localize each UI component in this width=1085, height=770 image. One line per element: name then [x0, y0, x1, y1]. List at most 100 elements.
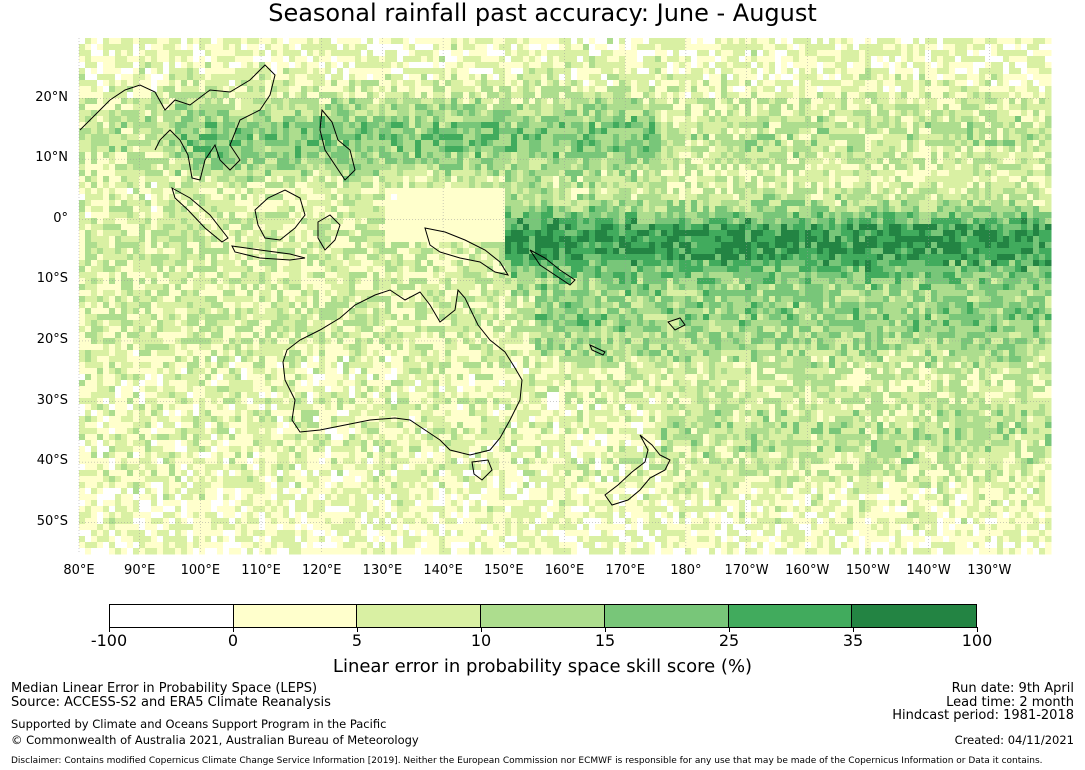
skill-cell [211, 56, 218, 63]
skill-cell [667, 116, 674, 123]
skill-cell [97, 152, 104, 159]
skill-cell [181, 170, 188, 177]
skill-cell [601, 74, 608, 81]
skill-cell [601, 56, 608, 63]
skill-cell [499, 56, 506, 63]
skill-cell [721, 68, 728, 75]
skill-cell [607, 188, 614, 195]
skill-cell [79, 80, 86, 87]
skill-cell [289, 146, 296, 153]
skill-cell [739, 128, 746, 135]
skill-cell [211, 170, 218, 177]
skill-cell [247, 86, 254, 93]
skill-cell [853, 164, 860, 171]
skill-cell [1021, 74, 1028, 81]
skill-cell [253, 38, 260, 45]
skill-cell [619, 188, 626, 195]
skill-cell [523, 116, 530, 123]
skill-cell [205, 212, 212, 219]
skill-cell [265, 86, 272, 93]
skill-cell [817, 104, 824, 111]
skill-cell [613, 38, 620, 45]
skill-cell [265, 122, 272, 129]
skill-cell [859, 176, 866, 183]
skill-cell [481, 128, 488, 135]
skill-cell [643, 104, 650, 111]
skill-cell [265, 116, 272, 123]
skill-cell [85, 68, 92, 75]
skill-cell [811, 44, 818, 51]
skill-cell [535, 176, 542, 183]
skill-cell [889, 80, 896, 87]
skill-cell [169, 164, 176, 171]
skill-cell [205, 206, 212, 213]
skill-cell [859, 62, 866, 69]
skill-cell [961, 164, 968, 171]
skill-cell [877, 146, 884, 153]
skill-cell [409, 104, 416, 111]
skill-cell [289, 152, 296, 159]
skill-cell [229, 128, 236, 135]
skill-cell [859, 44, 866, 51]
skill-cell [613, 122, 620, 129]
skill-cell [499, 62, 506, 69]
skill-cell [697, 146, 704, 153]
skill-cell [961, 128, 968, 135]
skill-cell [511, 116, 518, 123]
skill-cell [355, 98, 362, 105]
skill-cell [805, 182, 812, 189]
skill-cell [1021, 92, 1028, 99]
skill-cell [697, 212, 704, 219]
skill-cell [199, 86, 206, 93]
skill-cell [745, 38, 752, 45]
skill-cell [979, 104, 986, 111]
skill-cell [727, 122, 734, 129]
skill-cell [229, 44, 236, 51]
skill-cell [913, 206, 920, 213]
skill-cell [817, 152, 824, 159]
skill-cell [769, 164, 776, 171]
skill-cell [919, 212, 926, 219]
skill-cell [259, 164, 266, 171]
skill-cell [1009, 62, 1016, 69]
skill-cell [367, 194, 374, 201]
skill-cell [901, 188, 908, 195]
skill-cell [601, 164, 608, 171]
skill-cell [199, 134, 206, 141]
skill-cell [139, 44, 146, 51]
skill-cell [1045, 116, 1052, 123]
skill-cell [817, 62, 824, 69]
skill-cell [439, 218, 446, 225]
skill-cell [235, 152, 242, 159]
skill-cell [115, 74, 122, 81]
skill-cell [739, 62, 746, 69]
skill-cell [85, 212, 92, 219]
skill-cell [901, 194, 908, 201]
skill-cell [439, 188, 446, 195]
skill-cell [811, 62, 818, 69]
skill-cell [199, 170, 206, 177]
skill-cell [823, 116, 830, 123]
skill-cell [913, 116, 920, 123]
skill-cell [547, 140, 554, 147]
skill-cell [319, 62, 326, 69]
skill-cell [391, 158, 398, 165]
skill-cell [319, 110, 326, 117]
skill-cell [673, 200, 680, 207]
skill-cell [877, 62, 884, 69]
skill-cell [79, 152, 86, 159]
skill-cell [583, 194, 590, 201]
skill-cell [121, 62, 128, 69]
skill-cell [511, 38, 518, 45]
skill-cell [403, 44, 410, 51]
skill-cell [811, 164, 818, 171]
skill-cell [1003, 158, 1010, 165]
skill-cell [589, 140, 596, 147]
skill-cell [109, 170, 116, 177]
skill-cell [823, 98, 830, 105]
skill-cell [325, 212, 332, 219]
skill-cell [655, 86, 662, 93]
skill-cell [835, 98, 842, 105]
skill-cell [319, 38, 326, 45]
skill-cell [913, 134, 920, 141]
